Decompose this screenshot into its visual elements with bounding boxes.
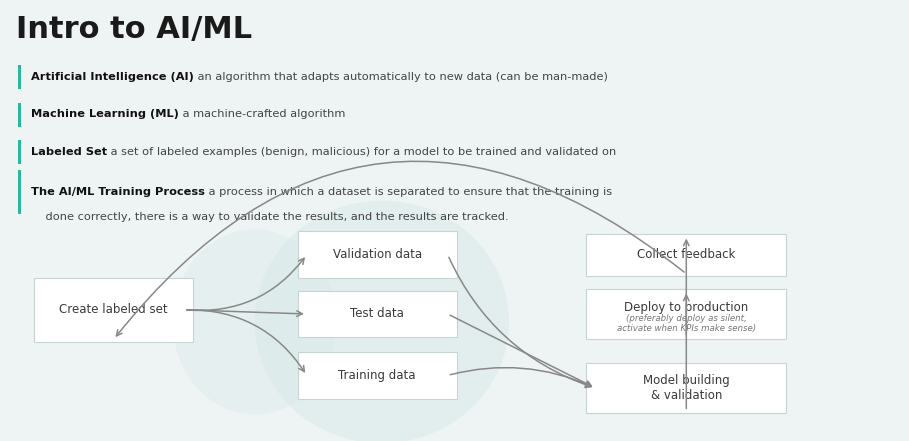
Text: Create labeled set: Create labeled set — [59, 303, 168, 316]
Text: Intro to AI/ML: Intro to AI/ML — [16, 15, 253, 45]
Text: Validation data: Validation data — [333, 248, 422, 261]
Text: Artificial Intelligence (AI): Artificial Intelligence (AI) — [31, 72, 194, 82]
Text: an algorithm that adapts automatically to new data (can be man-made): an algorithm that adapts automatically t… — [194, 72, 607, 82]
FancyBboxPatch shape — [297, 352, 456, 399]
FancyBboxPatch shape — [297, 291, 456, 337]
FancyBboxPatch shape — [18, 170, 21, 214]
Ellipse shape — [255, 201, 509, 441]
FancyBboxPatch shape — [35, 278, 193, 341]
Text: (preferably deploy as silent,
activate when KPIs make sense): (preferably deploy as silent, activate w… — [616, 314, 756, 333]
FancyBboxPatch shape — [297, 232, 456, 278]
Text: The AI/ML Training Process: The AI/ML Training Process — [31, 187, 205, 197]
Text: Model building
& validation: Model building & validation — [643, 374, 730, 402]
FancyBboxPatch shape — [18, 65, 21, 89]
FancyBboxPatch shape — [18, 102, 21, 127]
FancyBboxPatch shape — [586, 363, 786, 414]
Text: Collect feedback: Collect feedback — [637, 248, 735, 261]
FancyBboxPatch shape — [586, 288, 786, 340]
Text: Training data: Training data — [338, 369, 416, 382]
Text: a machine-crafted algorithm: a machine-crafted algorithm — [179, 109, 345, 120]
Text: Deploy to production: Deploy to production — [624, 300, 748, 314]
Text: Machine Learning (ML): Machine Learning (ML) — [31, 109, 179, 120]
Text: Labeled Set: Labeled Set — [31, 147, 107, 157]
Text: a process in which a dataset is separated to ensure that the training is: a process in which a dataset is separate… — [205, 187, 612, 197]
Text: a set of labeled examples (benign, malicious) for a model to be trained and vali: a set of labeled examples (benign, malic… — [107, 147, 616, 157]
FancyBboxPatch shape — [18, 140, 21, 164]
Text: done correctly, there is a way to validate the results, and the results are trac: done correctly, there is a way to valida… — [31, 212, 508, 222]
Ellipse shape — [173, 229, 336, 415]
FancyBboxPatch shape — [586, 234, 786, 276]
Text: Test data: Test data — [350, 307, 405, 321]
